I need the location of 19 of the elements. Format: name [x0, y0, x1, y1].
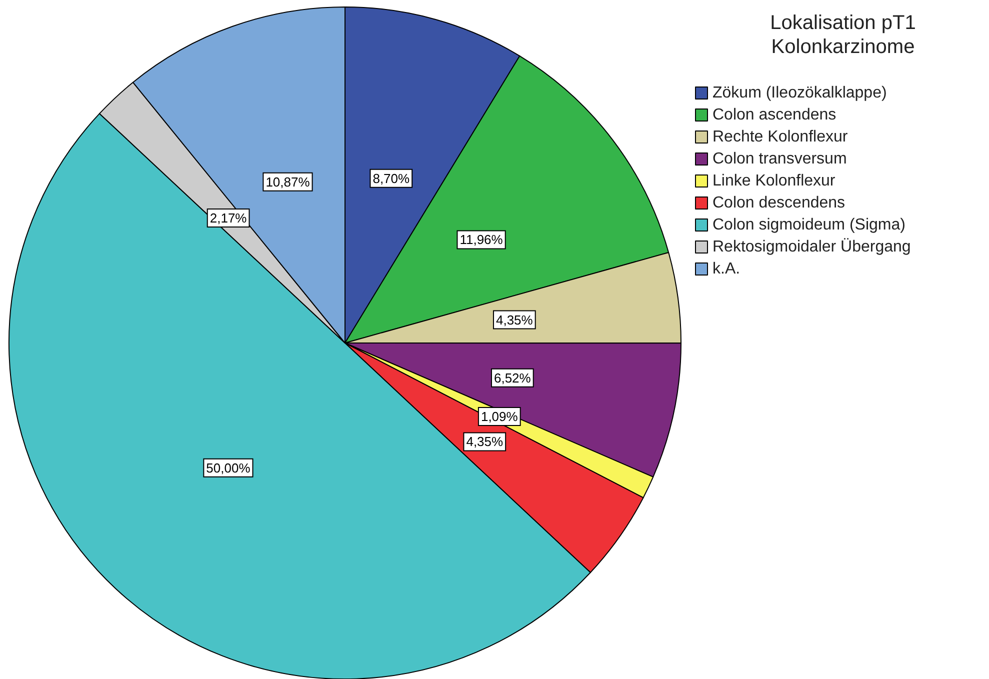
data-label: 6,52%: [494, 370, 532, 386]
legend-label: Rektosigmoidaler Übergang: [712, 238, 911, 256]
legend-label: Colon sigmoideum (Sigma): [712, 216, 906, 234]
data-label: 2,17%: [210, 210, 248, 226]
legend-label: Colon descendens: [712, 194, 846, 212]
legend-title: Lokalisation pT1 Kolonkarzinome: [770, 12, 916, 58]
data-label: 50,00%: [206, 460, 251, 476]
legend-label: Colon ascendens: [712, 106, 836, 124]
data-label: 8,70%: [372, 170, 410, 186]
data-label: 4,35%: [466, 434, 504, 450]
data-label: 1,09%: [480, 409, 518, 424]
legend-label: k.A.: [712, 260, 740, 278]
legend-label: Rechte Kolonflexur: [712, 128, 848, 146]
legend-label: Colon transversum: [712, 150, 847, 168]
data-label: 10,87%: [266, 174, 310, 190]
legend-label: Zökum (Ileozökalklappe): [712, 84, 887, 102]
legend-label: Linke Kolonflexur: [712, 172, 836, 190]
data-label: 4,35%: [496, 312, 534, 328]
data-label: 11,96%: [460, 232, 504, 248]
